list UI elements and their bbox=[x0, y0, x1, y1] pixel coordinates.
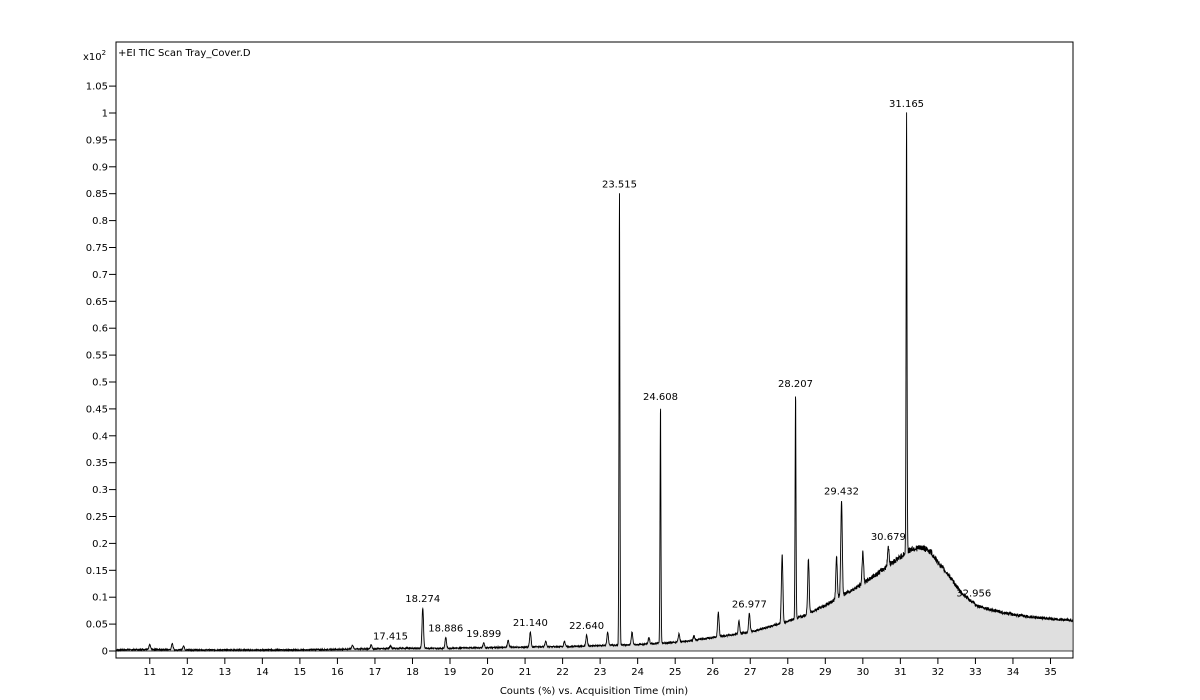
x-tick-label: 32 bbox=[932, 667, 945, 678]
trace bbox=[115, 112, 1074, 653]
x-tick-label: 29 bbox=[819, 667, 832, 678]
x-tick-label: 27 bbox=[744, 667, 757, 678]
peak-label: 18.886 bbox=[428, 624, 463, 635]
x-tick-label: 34 bbox=[1007, 667, 1020, 678]
y-tick-label: 0.1 bbox=[92, 593, 108, 604]
y-tick-label: 0.6 bbox=[92, 324, 108, 335]
peak-label: 17.415 bbox=[373, 632, 408, 643]
x-axis-title: Counts (%) vs. Acquisition Time (min) bbox=[500, 686, 688, 697]
y-tick-label: 0.4 bbox=[92, 431, 108, 442]
y-tick-label: 0.35 bbox=[86, 458, 108, 469]
peak-labels: 17.415 18.274 18.886 19.899 21.140 22.640 23.5… bbox=[373, 99, 991, 643]
x-tick-label: 21 bbox=[519, 667, 532, 678]
y-tick-label: 0.05 bbox=[86, 620, 108, 631]
peak-label: 23.515 bbox=[602, 180, 637, 191]
y-tick-label: 0.75 bbox=[86, 243, 108, 254]
x-tick-label: 18 bbox=[406, 667, 419, 678]
x-tick-label: 16 bbox=[331, 667, 344, 678]
y-tick-label: 0.7 bbox=[92, 270, 108, 281]
y-tick-label: 0.9 bbox=[92, 162, 108, 173]
x-tick-label: 25 bbox=[669, 667, 682, 678]
y-tick-label: 0.45 bbox=[86, 404, 108, 415]
y-tick-label: 0.5 bbox=[92, 378, 108, 389]
peak-label: 24.608 bbox=[643, 392, 678, 403]
x-tick-label: 23 bbox=[594, 667, 607, 678]
y-tick-label: 0.8 bbox=[92, 216, 108, 227]
y-tick-label: 0 bbox=[102, 647, 108, 658]
peak-label: 31.165 bbox=[889, 99, 924, 110]
x-tick-label: 19 bbox=[444, 667, 457, 678]
peak-label: 29.432 bbox=[824, 486, 859, 497]
peak-label: 30.679 bbox=[871, 532, 906, 543]
peak-label: 26.977 bbox=[732, 599, 767, 610]
y-tick-label: 1 bbox=[102, 109, 108, 120]
x-tick-label: 31 bbox=[894, 667, 907, 678]
peak-label: 18.274 bbox=[405, 594, 440, 605]
y-tick-label: 0.85 bbox=[86, 189, 108, 200]
peak-label: 21.140 bbox=[513, 618, 548, 629]
y-tick-label: 0.55 bbox=[86, 351, 108, 362]
x-tick-label: 24 bbox=[631, 667, 644, 678]
y-tick-label: 0.95 bbox=[86, 135, 108, 146]
x-tick-label: 13 bbox=[218, 667, 231, 678]
y-tick-label: 0.15 bbox=[86, 566, 108, 577]
x-axis: 11 12 13 14 15 16 17 18 19 20 21 22 23 24 25 26 27 28 29 30… bbox=[143, 658, 1057, 678]
peak-label: 32.956 bbox=[956, 589, 991, 600]
x-tick-label: 33 bbox=[969, 667, 982, 678]
x-tick-label: 26 bbox=[706, 667, 719, 678]
y-tick-label: 0.3 bbox=[92, 485, 108, 496]
y-multiplier: x102 bbox=[83, 49, 106, 63]
x-tick-label: 14 bbox=[256, 667, 269, 678]
y-tick-label: 1.05 bbox=[86, 82, 108, 93]
y-tick-label: 0.65 bbox=[86, 297, 108, 308]
x-tick-label: 15 bbox=[294, 667, 307, 678]
trace-fill bbox=[116, 112, 1073, 651]
plot-frame bbox=[115, 41, 1074, 659]
x-tick-label: 30 bbox=[856, 667, 869, 678]
x-tick-label: 35 bbox=[1044, 667, 1057, 678]
x-tick-label: 11 bbox=[143, 667, 156, 678]
x-tick-label: 28 bbox=[781, 667, 794, 678]
x-tick-label: 12 bbox=[181, 667, 194, 678]
y-tick-label: 0.2 bbox=[92, 539, 108, 550]
y-axis: 0 0.05 0.1 0.15 0.2 0.25 0.3 0.35 0.4 0.45 0.5 0.55… bbox=[86, 82, 116, 658]
tic-trace-line bbox=[115, 112, 1074, 653]
y-tick-label: 0.25 bbox=[86, 512, 108, 523]
x-tick-label: 20 bbox=[481, 667, 494, 678]
trace-title: +EI TIC Scan Tray_Cover.D bbox=[118, 48, 251, 59]
peak-label: 19.899 bbox=[466, 629, 501, 640]
x-tick-label: 17 bbox=[369, 667, 382, 678]
peak-label: 22.640 bbox=[569, 621, 604, 632]
x-tick-label: 22 bbox=[556, 667, 569, 678]
peak-label: 28.207 bbox=[778, 379, 813, 390]
